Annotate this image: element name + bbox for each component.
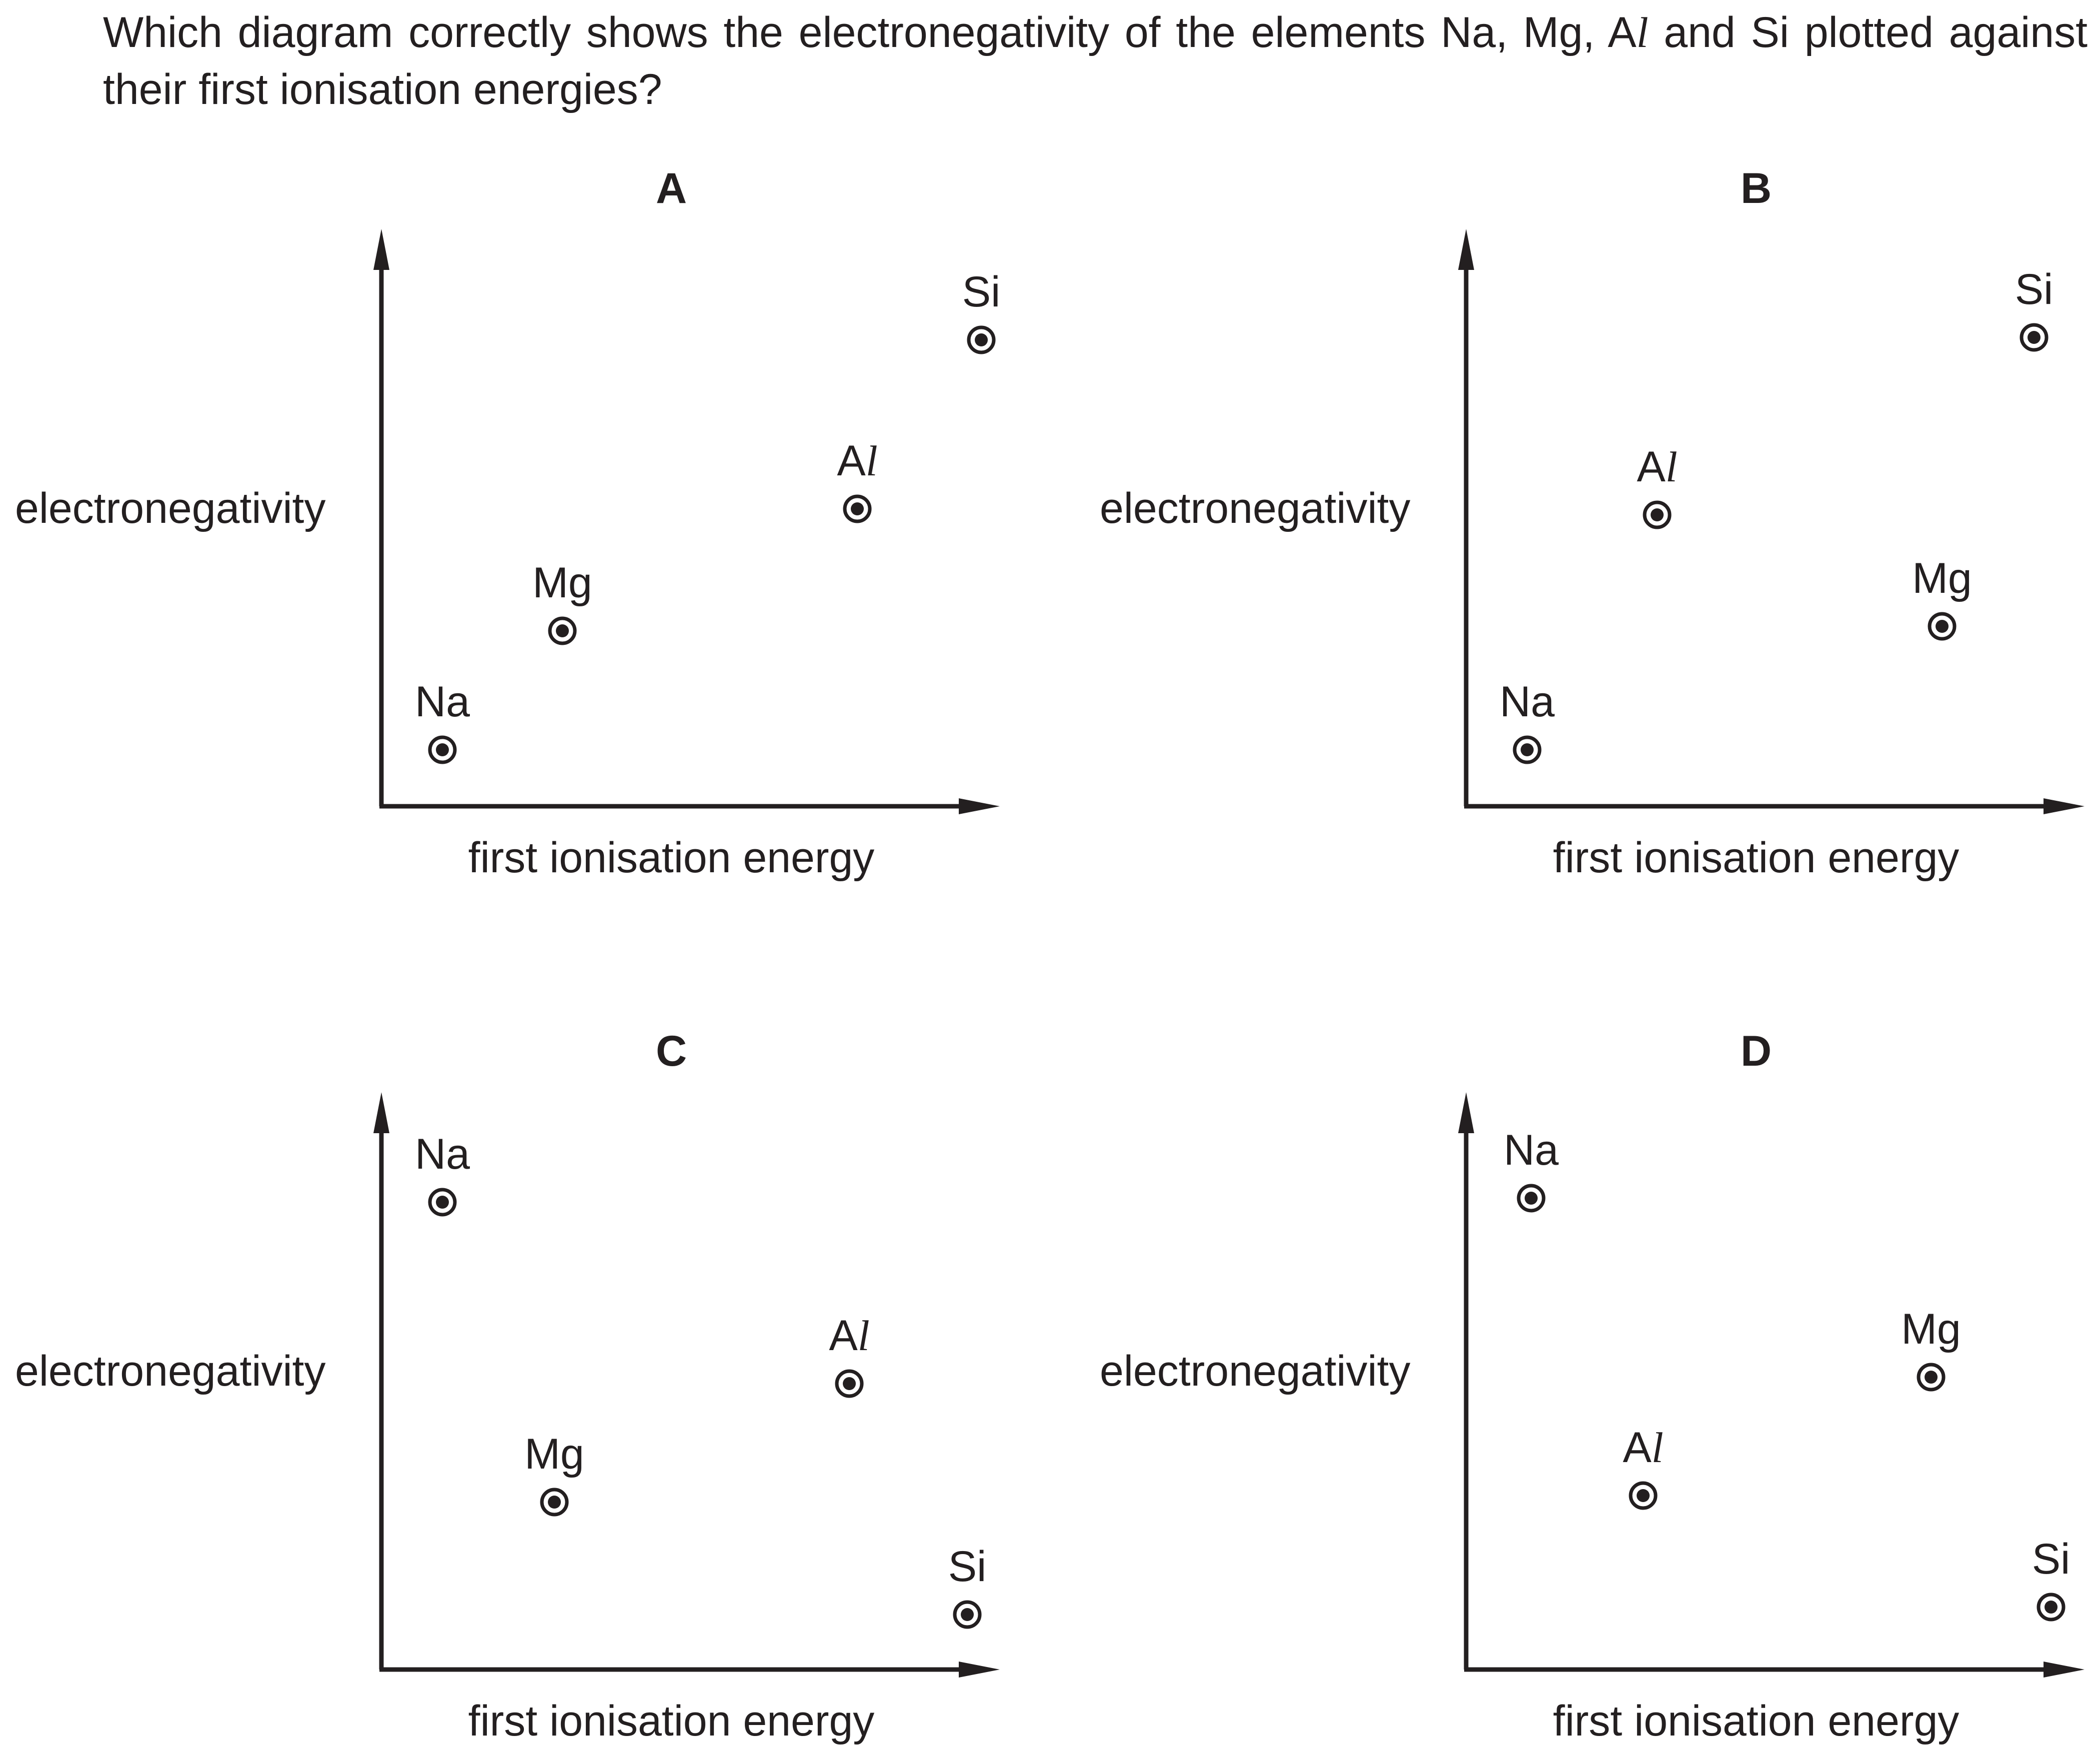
point-si: Si: [962, 268, 1000, 354]
point-label: Mg: [532, 559, 592, 607]
x-axis-label: first ionisation energy: [1553, 834, 1960, 882]
question-text-ital: l: [1636, 8, 1649, 56]
x-axis-arrowhead: [2044, 1662, 2085, 1678]
y-axis-label: electronegativity: [15, 1347, 325, 1395]
point-marker-dot: [548, 1496, 561, 1509]
y-axis-arrowhead: [373, 229, 389, 270]
y-axis-arrowhead: [1458, 229, 1474, 270]
y-axis-label: electronegativity: [1100, 1347, 1410, 1395]
point-mg: Mg: [532, 559, 592, 645]
point-label: Mg: [524, 1430, 584, 1478]
y-axis-label: electronegativity: [1100, 484, 1410, 532]
point-label: Mg: [1912, 554, 1972, 602]
point-na: Na: [415, 678, 470, 764]
point-label: Al: [1637, 443, 1677, 491]
point-marker-dot: [851, 502, 864, 515]
point-label: Na: [1500, 678, 1555, 726]
panel-letter: A: [656, 164, 687, 212]
point-marker-dot: [1936, 620, 1949, 633]
x-axis-label: first ionisation energy: [468, 1697, 875, 1745]
point-label: Si: [2015, 265, 2053, 313]
point-marker-dot: [556, 624, 569, 637]
point-al: Al: [837, 437, 878, 523]
y-axis-label: electronegativity: [15, 484, 325, 532]
point-si: Si: [948, 1543, 986, 1629]
point-label: Mg: [1901, 1305, 1961, 1353]
point-marker-dot: [1651, 508, 1664, 521]
point-na: Na: [1504, 1126, 1559, 1213]
point-label: Al: [829, 1312, 869, 1360]
point-marker-dot: [436, 743, 449, 756]
point-marker-dot: [2045, 1601, 2058, 1614]
point-marker-dot: [2028, 331, 2041, 344]
point-marker-dot: [843, 1377, 856, 1390]
point-label: Na: [1504, 1126, 1559, 1174]
point-label: Na: [415, 1130, 470, 1178]
point-label: Na: [415, 678, 470, 726]
x-axis-arrowhead: [959, 798, 1000, 814]
question-text-part1: Which diagram correctly shows the electr…: [103, 8, 1637, 56]
x-axis-arrowhead: [2044, 798, 2085, 814]
x-axis-arrowhead: [959, 1662, 1000, 1678]
point-marker-dot: [1525, 1192, 1538, 1205]
point-mg: Mg: [1901, 1305, 1961, 1392]
point-si: Si: [2015, 265, 2053, 352]
point-si: Si: [2032, 1535, 2070, 1622]
point-label: Al: [1623, 1424, 1663, 1472]
panel-letter: B: [1741, 164, 1772, 212]
x-axis-label: first ionisation energy: [468, 834, 875, 882]
point-label: Si: [948, 1543, 986, 1591]
x-axis-label: first ionisation energy: [1553, 1697, 1960, 1745]
panel-letter: C: [656, 1027, 687, 1075]
point-mg: Mg: [1912, 554, 1972, 641]
point-label: Si: [2032, 1535, 2070, 1583]
point-marker-dot: [1521, 743, 1534, 756]
point-al: Al: [1623, 1424, 1664, 1510]
point-na: Na: [415, 1130, 470, 1217]
point-na: Na: [1500, 678, 1555, 764]
y-axis-arrowhead: [1458, 1092, 1474, 1133]
point-marker-dot: [436, 1196, 449, 1209]
y-axis-arrowhead: [373, 1092, 389, 1133]
point-marker-dot: [961, 1608, 974, 1621]
point-label: Si: [962, 268, 1000, 316]
question-text: Which diagram correctly shows the electr…: [103, 4, 2088, 118]
point-label: Al: [837, 437, 877, 485]
point-marker-dot: [1637, 1489, 1650, 1502]
point-marker-dot: [1925, 1371, 1938, 1384]
point-al: Al: [1637, 443, 1678, 529]
panel-letter: D: [1741, 1027, 1772, 1075]
point-marker-dot: [975, 333, 988, 346]
question-text-part2: and Si plotted against their first ionis…: [103, 8, 2088, 113]
point-al: Al: [829, 1312, 870, 1398]
point-mg: Mg: [524, 1430, 584, 1517]
